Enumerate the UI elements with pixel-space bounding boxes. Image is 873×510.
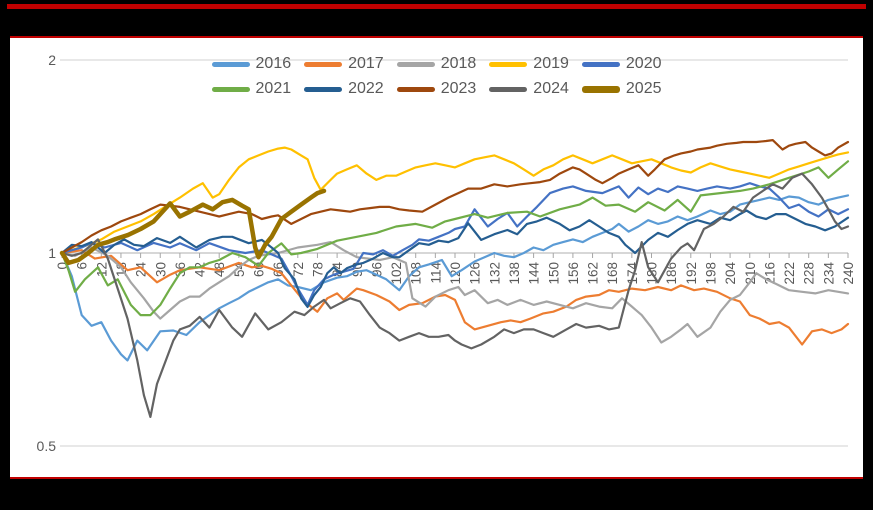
y-axis-labels: 210.5 <box>37 52 57 454</box>
series-line-2020 <box>60 182 850 306</box>
series-line-2018 <box>60 241 850 344</box>
series-line-2022 <box>60 209 850 308</box>
x-tick-label: 168 <box>605 262 620 285</box>
y-tick-label: 0.5 <box>37 438 57 454</box>
y-tick-label: 2 <box>48 52 56 68</box>
x-tick-label: 102 <box>389 262 404 285</box>
x-tick-label: 222 <box>782 262 797 285</box>
x-axis-ticks <box>61 253 849 258</box>
x-tick-label: 150 <box>546 262 561 285</box>
title-area-empty <box>0 9 873 36</box>
series-line-2019 <box>60 146 850 255</box>
y-tick-label: 1 <box>48 245 56 261</box>
series-line-2016 <box>60 194 850 362</box>
x-tick-label: 234 <box>821 262 836 285</box>
x-tick-label: 138 <box>507 262 522 285</box>
series-line-2023 <box>60 138 850 255</box>
top-red-rule <box>7 4 866 9</box>
x-tick-label: 12 <box>94 262 109 277</box>
series-line-2021 <box>60 160 850 317</box>
x-tick-label: 192 <box>684 262 699 285</box>
x-tick-label: 6 <box>75 262 90 270</box>
x-tick-label: 24 <box>134 262 149 278</box>
x-tick-label: 126 <box>468 262 483 285</box>
series-line-2025 <box>59 188 327 266</box>
x-tick-label: 144 <box>527 262 542 285</box>
x-tick-label: 198 <box>703 262 718 285</box>
gridlines <box>60 59 848 447</box>
series-line-2017 <box>60 249 850 346</box>
x-tick-label: 162 <box>586 262 601 285</box>
x-tick-label: 0 <box>55 262 70 270</box>
x-tick-label: 240 <box>841 262 856 285</box>
x-tick-label: 186 <box>664 262 679 285</box>
x-tick-label: 30 <box>153 262 168 277</box>
x-tick-label: 156 <box>566 262 581 285</box>
x-tick-label: 78 <box>310 262 325 277</box>
x-tick-label: 228 <box>802 262 817 285</box>
x-tick-label: 72 <box>291 262 306 277</box>
series-line-2024 <box>60 172 850 418</box>
line-chart: 210.50 6 12 18 24 30 36 42 48 54 60 66 72 78 84 90 96 102… <box>37 52 856 454</box>
chart-panel: 2 1 0.5 0 6 12 18 24 30 36 42 48 54 60 66 72 78 84 90 96 102… <box>10 36 863 479</box>
series-lines <box>59 138 850 418</box>
x-tick-label: 114 <box>428 262 443 284</box>
x-tick-label: 210 <box>743 262 758 285</box>
x-tick-label: 204 <box>723 262 738 285</box>
x-tick-label: 132 <box>487 262 502 285</box>
